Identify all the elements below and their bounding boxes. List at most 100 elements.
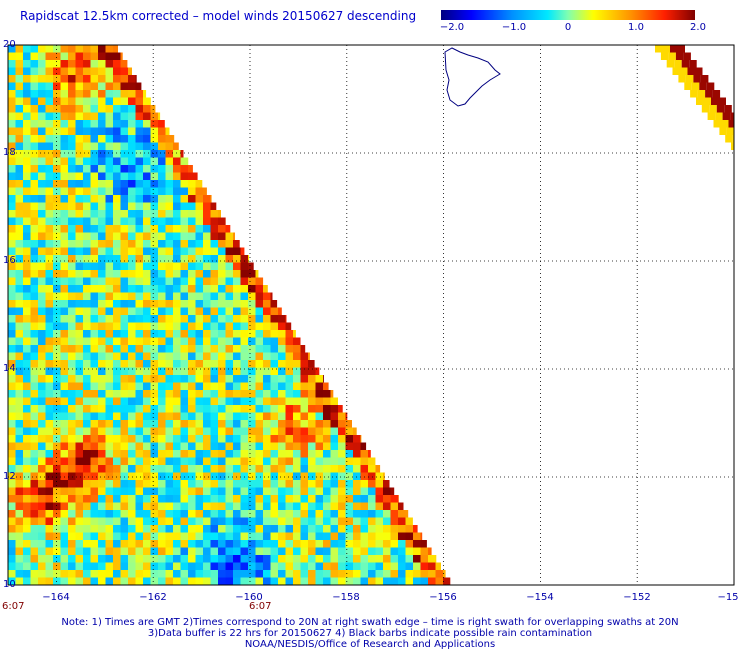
wind-cell — [105, 570, 113, 578]
wind-cell — [150, 495, 158, 503]
wind-cell — [60, 360, 68, 368]
wind-cell — [83, 127, 91, 135]
wind-cell — [293, 435, 301, 443]
wind-cell — [158, 510, 166, 518]
wind-cell — [158, 480, 166, 488]
wind-cell — [120, 375, 128, 383]
wind-cell — [180, 547, 188, 555]
wind-cell — [90, 187, 98, 195]
wind-cell — [270, 360, 278, 368]
wind-cell — [173, 555, 181, 563]
wind-cell — [158, 540, 166, 548]
wind-cell — [278, 427, 286, 435]
wind-cell — [45, 67, 53, 75]
wind-cell — [98, 435, 106, 443]
wind-cell — [240, 577, 248, 585]
wind-cell — [315, 382, 323, 390]
wind-cell — [308, 375, 316, 383]
wind-cell — [158, 570, 166, 578]
wind-cell — [98, 517, 106, 525]
wind-cell — [188, 405, 196, 413]
wind-cell — [113, 285, 121, 293]
wind-cell — [375, 562, 383, 570]
wind-cell — [308, 367, 316, 375]
wind-cell — [135, 255, 143, 263]
wind-cell — [90, 465, 98, 473]
wind-cell — [15, 450, 23, 458]
wind-cell — [68, 232, 76, 240]
wind-cell — [143, 315, 151, 323]
wind-cell — [173, 450, 181, 458]
wind-cell — [83, 255, 91, 263]
wind-cell — [143, 300, 151, 308]
wind-cell — [158, 322, 166, 330]
wind-cell — [75, 247, 83, 255]
wind-cell — [308, 435, 316, 443]
wind-cell — [315, 435, 323, 443]
wind-cell — [60, 480, 68, 488]
wind-cell — [38, 217, 46, 225]
wind-cell — [120, 420, 128, 428]
wind-cell — [23, 382, 31, 390]
wind-cell — [195, 562, 203, 570]
wind-cell — [195, 457, 203, 465]
wind-cell — [270, 412, 278, 420]
wind-cell — [173, 577, 181, 585]
wind-cell — [270, 307, 278, 315]
wind-cell — [30, 210, 38, 218]
wind-cell — [135, 397, 143, 405]
wind-cell — [210, 300, 218, 308]
wind-cell — [315, 577, 323, 585]
wind-cell — [270, 487, 278, 495]
wind-cell — [15, 577, 23, 585]
wind-cell — [143, 360, 151, 368]
wind-cell — [120, 97, 128, 105]
wind-cell — [678, 75, 686, 83]
wind-cell — [68, 157, 76, 165]
wind-cell — [675, 52, 684, 60]
wind-cell — [330, 547, 338, 555]
wind-cell — [323, 405, 331, 413]
wind-cell — [248, 412, 256, 420]
wind-cell — [180, 240, 188, 248]
wind-cell — [158, 457, 166, 465]
wind-cell — [98, 345, 106, 353]
wind-cell — [240, 322, 248, 330]
wind-cell — [233, 322, 241, 330]
wind-cell — [60, 472, 68, 480]
wind-cell — [128, 202, 136, 210]
wind-cell — [105, 172, 113, 180]
wind-cell — [105, 525, 113, 533]
colorbar-tick: 2.0 — [690, 22, 706, 33]
wind-cell — [203, 375, 211, 383]
wind-cell — [285, 442, 293, 450]
wind-cell — [173, 337, 181, 345]
wind-cell — [203, 195, 211, 203]
wind-cell — [165, 367, 173, 375]
wind-cell — [188, 487, 196, 495]
wind-cell — [53, 322, 61, 330]
wind-cell — [218, 225, 226, 233]
wind-cell — [240, 420, 248, 428]
wind-cell — [188, 240, 196, 248]
wind-cell — [75, 412, 83, 420]
wind-cell — [180, 457, 188, 465]
wind-cell — [105, 210, 113, 218]
wind-cell — [165, 270, 173, 278]
wind-cell — [188, 390, 196, 398]
wind-cell — [68, 120, 76, 128]
wind-cell — [188, 322, 196, 330]
wind-cell — [113, 172, 121, 180]
wind-cell — [98, 142, 106, 150]
wind-cell — [113, 427, 121, 435]
wind-cell — [173, 262, 181, 270]
wind-cell — [120, 525, 128, 533]
wind-cell — [8, 532, 16, 540]
wind-cell — [38, 517, 46, 525]
wind-cell — [120, 105, 128, 113]
wind-cell — [15, 285, 23, 293]
wind-cell — [188, 427, 196, 435]
wind-cell — [150, 390, 158, 398]
wind-cell — [45, 345, 53, 353]
wind-cell — [113, 165, 121, 173]
